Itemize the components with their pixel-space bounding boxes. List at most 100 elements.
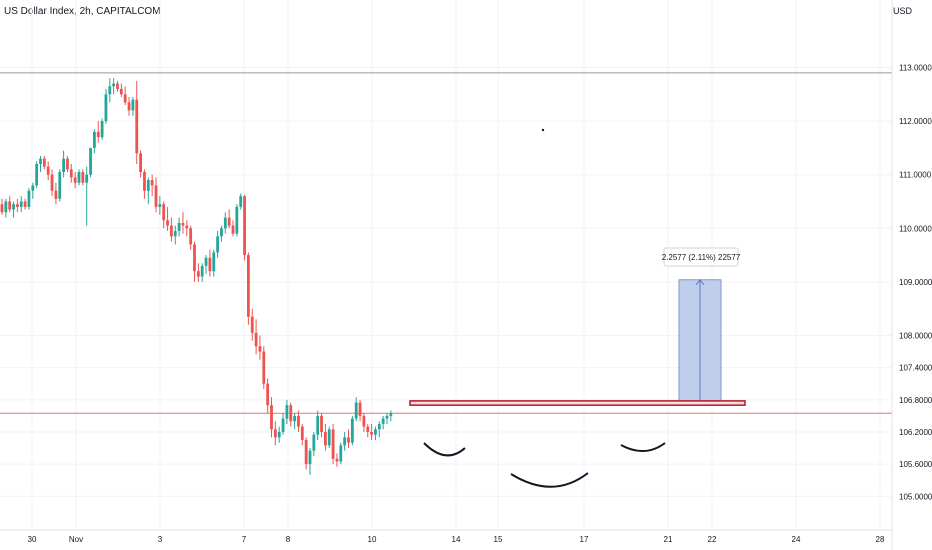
candle[interactable] <box>154 177 158 213</box>
candle[interactable] <box>223 212 227 234</box>
candle[interactable] <box>289 402 293 427</box>
candle[interactable] <box>281 413 285 435</box>
candle[interactable] <box>370 423 373 441</box>
candle[interactable] <box>343 431 347 451</box>
candle[interactable] <box>4 198 8 218</box>
candle[interactable] <box>277 426 281 443</box>
candle[interactable] <box>316 410 320 441</box>
candle[interactable] <box>85 166 89 226</box>
candle[interactable] <box>200 263 204 282</box>
candle[interactable] <box>16 198 19 213</box>
candle[interactable] <box>285 399 289 424</box>
candle[interactable] <box>196 263 200 282</box>
candle[interactable] <box>300 423 304 446</box>
candle[interactable] <box>366 423 370 438</box>
candle[interactable] <box>162 201 166 229</box>
candle[interactable] <box>104 88 108 124</box>
candle[interactable] <box>262 346 266 390</box>
candle[interactable] <box>193 241 196 282</box>
candle[interactable] <box>54 182 58 205</box>
candle[interactable] <box>185 220 189 237</box>
candle[interactable] <box>212 249 216 277</box>
candle[interactable] <box>27 188 31 210</box>
candle[interactable] <box>166 206 169 231</box>
candle[interactable] <box>46 161 50 181</box>
candle[interactable] <box>100 118 104 140</box>
candle[interactable] <box>96 121 100 143</box>
candle[interactable] <box>173 225 177 245</box>
candle[interactable] <box>247 252 250 325</box>
candle[interactable] <box>181 212 185 234</box>
candle[interactable] <box>146 177 150 205</box>
candle[interactable] <box>62 150 65 178</box>
candle[interactable] <box>170 217 173 242</box>
candle[interactable] <box>258 335 262 360</box>
left-shoulder-curve[interactable] <box>423 442 466 457</box>
candle[interactable] <box>158 196 162 215</box>
candle[interactable] <box>127 96 131 116</box>
candle[interactable] <box>254 319 258 355</box>
candle[interactable] <box>50 169 54 197</box>
candle[interactable] <box>266 378 270 414</box>
candle[interactable] <box>93 129 96 154</box>
candle[interactable] <box>35 161 39 189</box>
candle[interactable] <box>12 201 15 218</box>
candle[interactable] <box>389 410 393 422</box>
candle[interactable] <box>23 198 27 210</box>
candle[interactable] <box>381 415 385 430</box>
candle[interactable] <box>66 155 69 173</box>
candle[interactable] <box>39 155 42 173</box>
candle[interactable] <box>8 196 12 213</box>
candle[interactable] <box>73 172 77 189</box>
candle[interactable] <box>235 204 239 237</box>
candle[interactable] <box>108 78 112 103</box>
candle[interactable] <box>324 423 327 451</box>
candle[interactable] <box>143 169 146 199</box>
candle[interactable] <box>308 448 312 475</box>
candle[interactable] <box>304 437 308 470</box>
candle[interactable] <box>227 209 231 229</box>
candle[interactable] <box>362 413 366 432</box>
candle[interactable] <box>339 442 343 465</box>
candle[interactable] <box>150 174 154 197</box>
candle[interactable] <box>220 225 223 242</box>
candle[interactable] <box>385 413 389 424</box>
candle[interactable] <box>335 453 339 467</box>
candle[interactable] <box>19 196 23 213</box>
candle[interactable] <box>119 83 123 97</box>
candle[interactable] <box>204 255 208 274</box>
candle[interactable] <box>273 421 277 446</box>
candle[interactable] <box>320 413 323 438</box>
candle[interactable] <box>243 195 246 261</box>
candle[interactable] <box>131 96 135 116</box>
candle[interactable] <box>139 150 142 178</box>
candle[interactable] <box>123 86 127 106</box>
candle[interactable] <box>327 426 331 449</box>
right-shoulder-curve[interactable] <box>620 442 666 452</box>
candle[interactable] <box>58 169 62 202</box>
candle[interactable] <box>270 397 273 438</box>
candle[interactable] <box>347 429 350 449</box>
candle[interactable] <box>189 225 193 250</box>
candle[interactable] <box>69 163 73 183</box>
candle[interactable] <box>354 397 358 422</box>
candle[interactable] <box>231 220 235 237</box>
candle[interactable] <box>293 413 296 430</box>
candle[interactable] <box>312 431 316 457</box>
candle[interactable] <box>331 423 335 465</box>
candle[interactable] <box>350 415 354 446</box>
candle[interactable] <box>77 169 81 186</box>
candle[interactable] <box>374 426 377 441</box>
candle[interactable] <box>81 169 85 186</box>
candle[interactable] <box>208 249 212 277</box>
candle[interactable] <box>42 155 46 170</box>
candle[interactable] <box>216 230 219 258</box>
head-curve[interactable] <box>510 472 589 488</box>
candle[interactable] <box>250 308 254 341</box>
candle[interactable] <box>177 217 181 237</box>
candle[interactable] <box>89 147 92 178</box>
candle[interactable] <box>31 182 35 199</box>
candle[interactable] <box>135 80 139 164</box>
candle[interactable] <box>0 198 4 215</box>
